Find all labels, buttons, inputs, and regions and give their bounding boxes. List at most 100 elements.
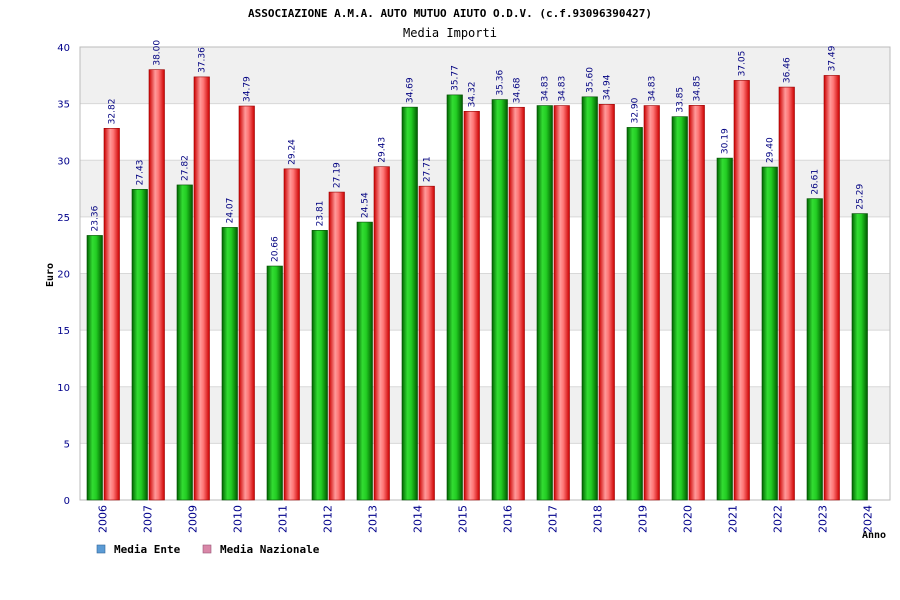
value-label-media-nazionale: 37.36 [198, 47, 208, 73]
bar-media-ente [626, 127, 643, 501]
x-tick-label: 2011 [277, 505, 290, 533]
bar-media-nazionale [643, 105, 660, 501]
value-label-media-nazionale: 37.05 [738, 51, 748, 77]
grid-band [80, 216, 890, 274]
bar-media-nazionale [148, 69, 165, 501]
bar-media-ente [716, 157, 733, 501]
gridlines [79, 46, 891, 501]
bar-media-nazionale [193, 76, 210, 501]
grid-band [80, 160, 890, 217]
value-label-media-ente: 20.66 [271, 236, 281, 262]
value-label-media-nazionale: 34.83 [648, 76, 658, 102]
x-tick-label: 2014 [412, 505, 425, 533]
value-label-media-nazionale: 34.79 [243, 76, 253, 102]
value-label-media-nazionale: 27.19 [333, 162, 343, 188]
value-label-media-ente: 35.36 [496, 70, 506, 96]
value-label-media-nazionale: 34.83 [558, 76, 568, 102]
x-tick-label: 2024 [862, 505, 875, 533]
value-label-media-ente: 33.85 [676, 87, 686, 113]
x-axis-ticks: 2006 2007 2009 2010 2011 2012 2013 2014 2015 2016… [97, 505, 875, 533]
grid-band [80, 103, 890, 161]
x-tick-label: 2010 [232, 505, 245, 533]
value-label-media-ente: 35.77 [451, 65, 461, 91]
x-tick-label: 2019 [637, 505, 650, 533]
chart-title: ASSOCIAZIONE A.M.A. AUTO MUTUO AIUTO O.D… [248, 7, 652, 20]
bar-media-ente [446, 94, 463, 501]
bar-media-ente [356, 221, 373, 501]
y-tick-label: 20 [57, 270, 70, 281]
legend-swatch-media-ente [96, 544, 106, 554]
plot-frame [79, 46, 891, 501]
value-label-media-nazionale: 29.43 [378, 137, 388, 163]
x-tick-label: 2012 [322, 505, 335, 533]
y-tick-label: 5 [64, 439, 70, 450]
legend-label-media-nazionale: Media Nazionale [220, 543, 320, 556]
value-label-media-nazionale: 37.49 [828, 45, 838, 71]
grid-band [80, 386, 890, 444]
grid-band [80, 273, 890, 331]
bar-media-nazionale [328, 191, 345, 501]
x-tick-label: 2009 [187, 505, 200, 533]
bar-media-ente [401, 106, 418, 501]
bar-media-nazionale [688, 105, 705, 501]
y-tick-label: 35 [57, 100, 70, 111]
grid-band [80, 443, 890, 500]
x-tick-label: 2007 [142, 505, 155, 533]
value-label-media-nazionale: 38.00 [153, 40, 163, 66]
value-label-media-ente: 34.83 [541, 76, 551, 102]
grid-bands [80, 47, 890, 500]
value-label-media-ente: 25.29 [856, 184, 866, 210]
value-label-media-nazionale: 32.82 [108, 99, 118, 125]
y-tick-label: 40 [57, 43, 70, 54]
bar-media-ente [221, 227, 238, 501]
legend-swatch-media-nazionale [202, 544, 212, 554]
value-label-media-ente: 34.69 [406, 77, 416, 103]
x-tick-label: 2023 [817, 505, 830, 533]
legend: Media Ente Media Nazionale [96, 543, 320, 556]
value-label-media-nazionale: 34.94 [603, 74, 613, 100]
value-label-media-ente: 23.36 [91, 205, 101, 231]
y-tick-label: 25 [57, 213, 70, 224]
x-tick-label: 2020 [682, 505, 695, 533]
y-tick-label: 15 [57, 326, 70, 337]
bar-media-nazionale [733, 80, 750, 501]
bar-media-ente [806, 198, 823, 501]
bar-media-ente [671, 116, 688, 501]
bar-media-nazionale [283, 168, 300, 501]
x-tick-label: 2016 [502, 505, 515, 533]
y-tick-label: 10 [57, 383, 70, 394]
y-axis-ticks: 0 5 10 15 20 25 30 35 40 [57, 43, 70, 507]
bar-media-nazionale [418, 185, 435, 501]
bar-media-nazionale [463, 111, 480, 501]
value-label-media-ente: 26.61 [811, 169, 821, 195]
x-tick-label: 2006 [97, 505, 110, 533]
y-tick-label: 30 [57, 156, 70, 167]
bars [86, 69, 868, 501]
value-label-media-ente: 23.81 [316, 201, 326, 227]
legend-label-media-ente: Media Ente [114, 543, 181, 556]
bar-media-ente [491, 99, 508, 501]
bar-media-nazionale [238, 105, 255, 501]
x-tick-label: 2015 [457, 505, 470, 533]
y-axis-label: Euro [45, 263, 56, 287]
value-label-media-nazionale: 29.24 [288, 139, 298, 165]
bar-media-nazionale [598, 104, 615, 501]
bar-media-ente [851, 213, 868, 501]
value-label-media-nazionale: 27.71 [423, 156, 433, 182]
value-label-media-nazionale: 36.46 [783, 57, 793, 83]
value-label-media-ente: 24.07 [226, 198, 236, 224]
bar-media-ente [131, 189, 148, 501]
x-axis-label: Anno [862, 530, 886, 541]
bar-media-ente [761, 166, 778, 501]
x-tick-label: 2021 [727, 505, 740, 533]
value-label-media-ente: 27.43 [136, 160, 146, 186]
value-label-media-nazionale: 34.32 [468, 82, 478, 108]
x-tick-label: 2017 [547, 505, 560, 533]
y-tick-label: 0 [64, 496, 70, 507]
chart-subtitle: Media Importi [403, 26, 497, 40]
bar-media-nazionale [103, 128, 120, 501]
value-label-media-nazionale: 34.68 [513, 77, 523, 103]
value-label-media-ente: 24.54 [361, 192, 371, 218]
x-tick-label: 2018 [592, 505, 605, 533]
